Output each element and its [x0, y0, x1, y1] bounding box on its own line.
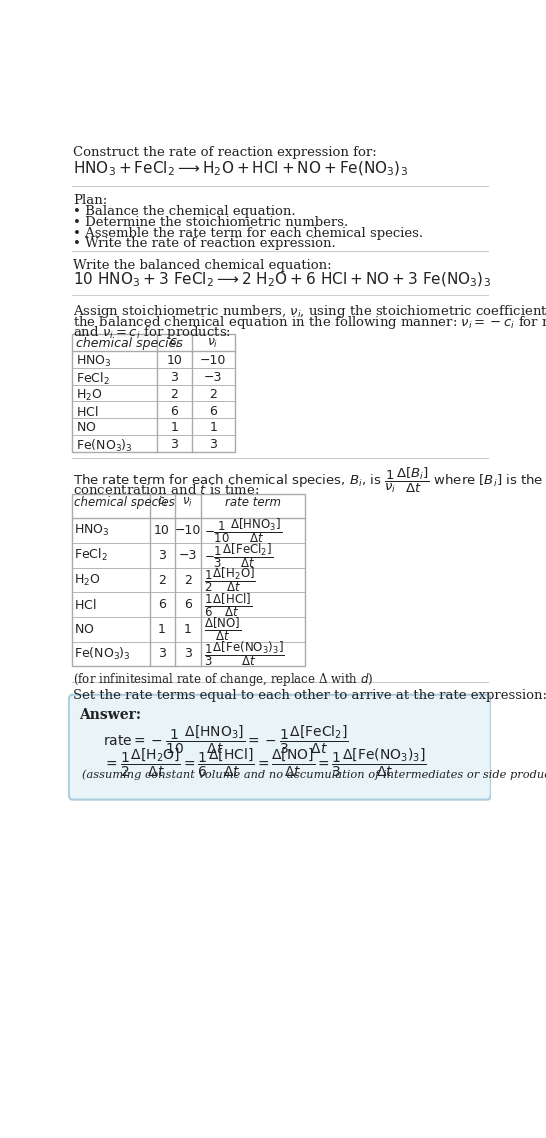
Text: 6: 6	[170, 404, 179, 418]
Text: $\nu_i$: $\nu_i$	[182, 496, 193, 509]
Text: −3: −3	[204, 371, 222, 384]
Text: chemical species: chemical species	[74, 496, 175, 509]
Text: 3: 3	[209, 438, 217, 452]
Bar	[72, 333, 235, 452]
Text: 3: 3	[158, 549, 166, 562]
Text: 3: 3	[170, 371, 179, 384]
Text: chemical species: chemical species	[76, 337, 183, 349]
Text: 2: 2	[158, 574, 166, 586]
Text: $c_i$: $c_i$	[157, 496, 168, 509]
Text: • Determine the stoichiometric numbers.: • Determine the stoichiometric numbers.	[73, 216, 348, 229]
Text: $\mathrm{rate} = -\dfrac{1}{10}\dfrac{\Delta[\mathrm{HNO_3}]}{\Delta t} = -\dfra: $\mathrm{rate} = -\dfrac{1}{10}\dfrac{\D…	[103, 724, 349, 756]
Text: $\mathrm{HCl}$: $\mathrm{HCl}$	[76, 404, 98, 419]
Text: −3: −3	[179, 549, 197, 562]
Text: 6: 6	[209, 404, 217, 418]
Text: $\dfrac{1}{3}\dfrac{\Delta[\mathrm{Fe(NO_3)_3}]}{\Delta t}$: $\dfrac{1}{3}\dfrac{\Delta[\mathrm{Fe(NO…	[204, 640, 284, 668]
Text: 6: 6	[158, 599, 166, 611]
Text: Answer:: Answer:	[79, 708, 141, 721]
Text: $\nu_i$: $\nu_i$	[207, 337, 219, 349]
Text: • Write the rate of reaction expression.: • Write the rate of reaction expression.	[73, 238, 336, 250]
Text: −10: −10	[200, 354, 227, 366]
Text: (assuming constant volume and no accumulation of intermediates or side products): (assuming constant volume and no accumul…	[82, 769, 546, 780]
Text: and $\nu_i = c_i$ for products:: and $\nu_i = c_i$ for products:	[73, 324, 231, 341]
Bar	[72, 494, 305, 667]
Text: $\mathrm{FeCl_2}$: $\mathrm{FeCl_2}$	[76, 371, 110, 387]
Text: 2: 2	[209, 388, 217, 401]
Text: 3: 3	[158, 648, 166, 660]
Text: $\dfrac{1}{6}\dfrac{\Delta[\mathrm{HCl}]}{\Delta t}$: $\dfrac{1}{6}\dfrac{\Delta[\mathrm{HCl}]…	[204, 591, 252, 619]
Text: Plan:: Plan:	[73, 193, 107, 206]
Text: 1: 1	[158, 622, 166, 636]
Text: 6: 6	[183, 599, 192, 611]
Text: 10: 10	[167, 354, 182, 366]
Text: $\mathrm{H_2O}$: $\mathrm{H_2O}$	[76, 388, 103, 403]
Text: rate term: rate term	[225, 496, 281, 509]
Text: $\mathrm{NO}$: $\mathrm{NO}$	[74, 622, 95, 636]
Text: $\mathrm{HNO_3}$: $\mathrm{HNO_3}$	[74, 523, 110, 538]
Text: 2: 2	[183, 574, 192, 586]
Text: $-\dfrac{1}{3}\dfrac{\Delta[\mathrm{FeCl_2}]}{\Delta t}$: $-\dfrac{1}{3}\dfrac{\Delta[\mathrm{FeCl…	[204, 541, 273, 570]
FancyBboxPatch shape	[69, 694, 491, 800]
Text: • Balance the chemical equation.: • Balance the chemical equation.	[73, 205, 295, 218]
Text: $= \dfrac{1}{2}\dfrac{\Delta[\mathrm{H_2O}]}{\Delta t} = \dfrac{1}{6}\dfrac{\Del: $= \dfrac{1}{2}\dfrac{\Delta[\mathrm{H_2…	[103, 747, 427, 778]
Text: Set the rate terms equal to each other to arrive at the rate expression:: Set the rate terms equal to each other t…	[73, 690, 546, 702]
Text: 1: 1	[183, 622, 192, 636]
Text: $-\dfrac{1}{10}\dfrac{\Delta[\mathrm{HNO_3}]}{\Delta t}$: $-\dfrac{1}{10}\dfrac{\Delta[\mathrm{HNO…	[204, 517, 282, 545]
Text: 3: 3	[183, 648, 192, 660]
Text: 1: 1	[170, 421, 179, 435]
Text: $\mathrm{Fe(NO_3)_3}$: $\mathrm{Fe(NO_3)_3}$	[76, 438, 133, 454]
Text: $\dfrac{1}{2}\dfrac{\Delta[\mathrm{H_2O}]}{\Delta t}$: $\dfrac{1}{2}\dfrac{\Delta[\mathrm{H_2O}…	[204, 566, 256, 594]
Text: the balanced chemical equation in the following manner: $\nu_i = -c_i$ for react: the balanced chemical equation in the fo…	[73, 314, 546, 331]
Text: $\mathrm{HCl}$: $\mathrm{HCl}$	[74, 597, 97, 612]
Text: −10: −10	[174, 525, 201, 537]
Text: $\dfrac{\Delta[\mathrm{NO}]}{\Delta t}$: $\dfrac{\Delta[\mathrm{NO}]}{\Delta t}$	[204, 616, 241, 643]
Text: Write the balanced chemical equation:: Write the balanced chemical equation:	[73, 259, 331, 272]
Text: 10: 10	[154, 525, 170, 537]
Text: $\mathrm{H_2O}$: $\mathrm{H_2O}$	[74, 572, 101, 587]
Text: 2: 2	[170, 388, 179, 401]
Text: Assign stoichiometric numbers, $\nu_i$, using the stoichiometric coefficients, $: Assign stoichiometric numbers, $\nu_i$, …	[73, 303, 546, 320]
Text: The rate term for each chemical species, $B_i$, is $\dfrac{1}{\nu_i}\dfrac{\Delt: The rate term for each chemical species,…	[73, 467, 546, 495]
Text: (for infinitesimal rate of change, replace Δ with $d$): (for infinitesimal rate of change, repla…	[73, 671, 373, 688]
Text: $\mathrm{Fe(NO_3)_3}$: $\mathrm{Fe(NO_3)_3}$	[74, 646, 131, 662]
Text: 1: 1	[209, 421, 217, 435]
Text: $\mathrm{FeCl_2}$: $\mathrm{FeCl_2}$	[74, 547, 108, 563]
Text: $\mathrm{10\ HNO_3 + 3\ FeCl_2 \longrightarrow 2\ H_2O + 6\ HCl + NO + 3\ Fe(NO_: $\mathrm{10\ HNO_3 + 3\ FeCl_2 \longrigh…	[73, 271, 491, 289]
Text: $c_i$: $c_i$	[169, 337, 180, 349]
Text: $\mathrm{HNO_3}$: $\mathrm{HNO_3}$	[76, 354, 111, 369]
Text: $\mathrm{HNO_3 + FeCl_2 \longrightarrow H_2O + HCl + NO + Fe(NO_3)_3}$: $\mathrm{HNO_3 + FeCl_2 \longrightarrow …	[73, 159, 408, 178]
Text: concentration and $t$ is time:: concentration and $t$ is time:	[73, 483, 259, 497]
Text: $\mathrm{NO}$: $\mathrm{NO}$	[76, 421, 97, 435]
Text: Construct the rate of reaction expression for:: Construct the rate of reaction expressio…	[73, 146, 377, 159]
Text: 3: 3	[170, 438, 179, 452]
Text: • Assemble the rate term for each chemical species.: • Assemble the rate term for each chemic…	[73, 226, 423, 240]
